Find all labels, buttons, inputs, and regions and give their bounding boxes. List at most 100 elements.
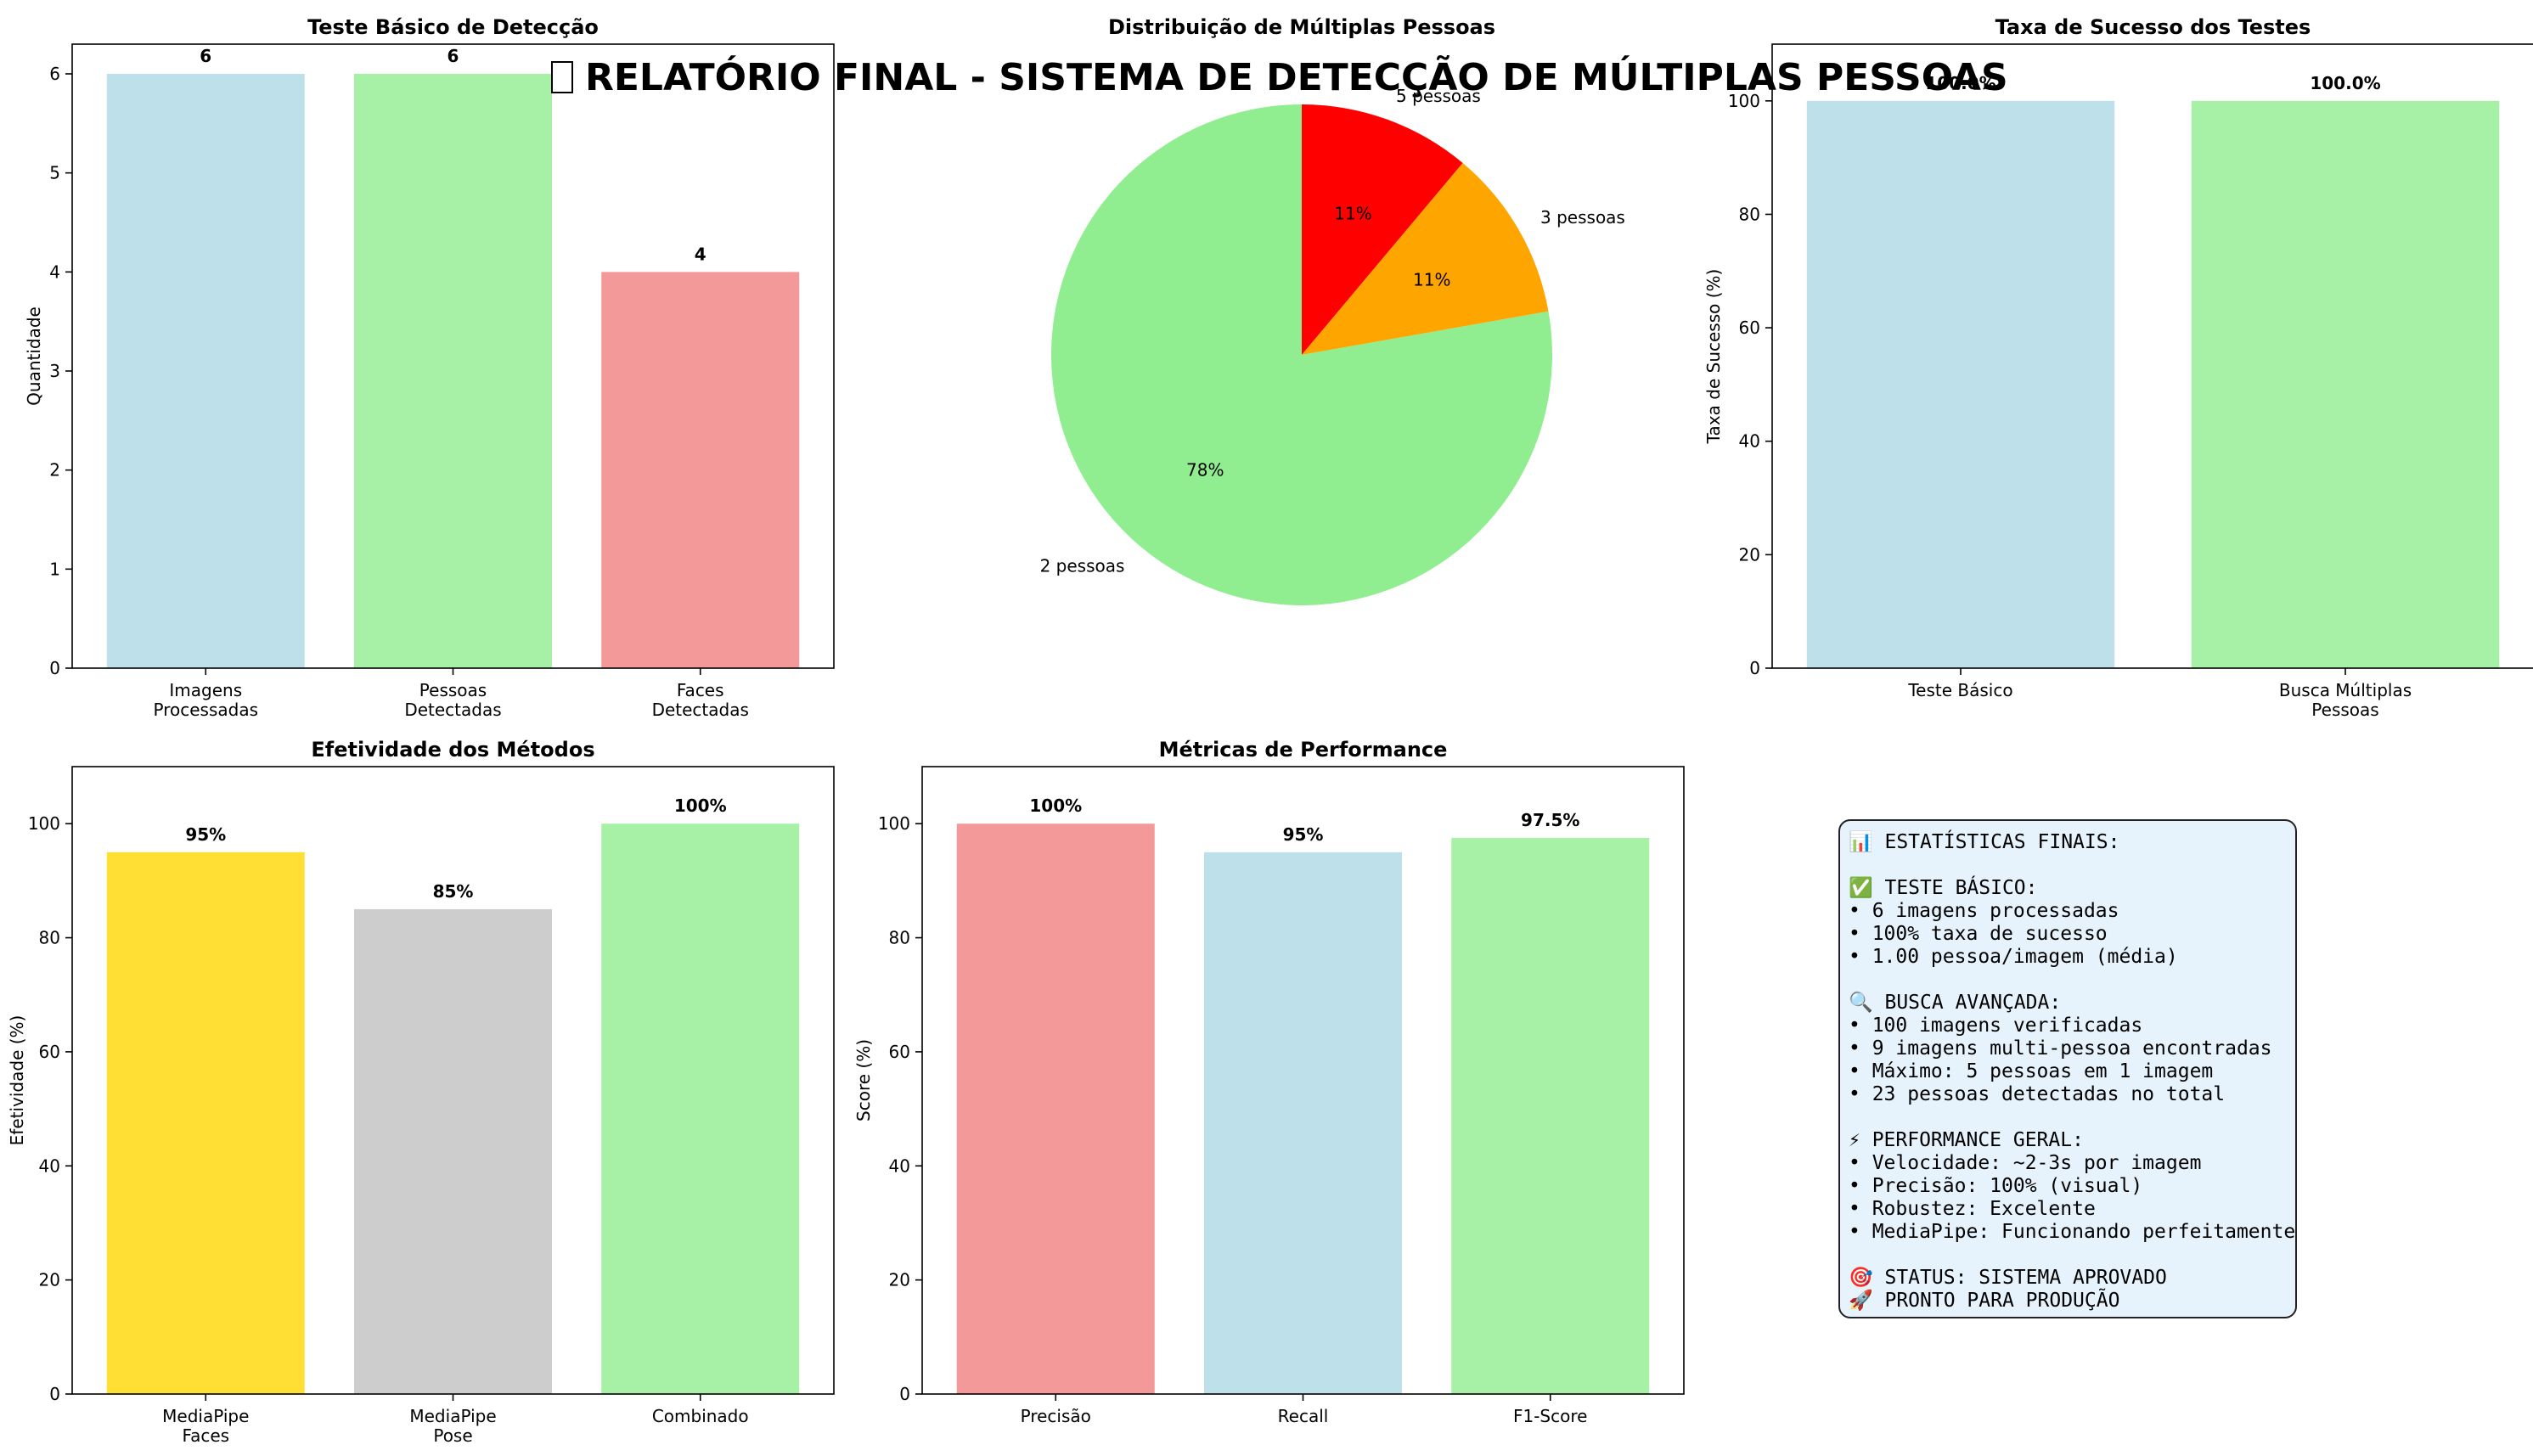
bar-value-label: 97.5%	[1521, 810, 1579, 830]
bar-value-label: 95%	[185, 824, 226, 845]
bar-value-label: 100.0%	[2310, 73, 2380, 93]
stats-line: • 100 imagens verificadas	[1849, 1015, 2143, 1037]
x-tick-label-line: Faces	[677, 680, 724, 700]
chart-sucesso: 100.0% 100.0% 0 20 40 60 80 100 Teste Básico Busc…	[1703, 15, 2533, 720]
x-tick-label: Teste Básico	[1907, 680, 2012, 700]
x-tick-label-line: Pessoas	[419, 680, 487, 700]
x-tick-label-line: Processadas	[154, 700, 259, 720]
y-tick-label: 40	[889, 1155, 910, 1176]
stats-line: • 23 pessoas detectadas no total	[1849, 1083, 2226, 1105]
bar-performance-2	[1451, 837, 1650, 1394]
stats-line: 🎯 STATUS: SISTEMA APROVADO	[1849, 1267, 2167, 1289]
x-tick-label: Imagens Processadas	[154, 680, 259, 720]
pie-label: 3 pessoas	[1540, 207, 1625, 228]
y-tick-label: 5	[49, 163, 60, 183]
x-tick-label: Pessoas Detectadas	[404, 680, 501, 720]
stats-line: ⚡ PERFORMANCE GERAL:	[1849, 1129, 2084, 1151]
pie-label: 2 pessoas	[1040, 556, 1125, 576]
bar-performance-1	[1204, 852, 1402, 1394]
x-tick-label-line: Teste Básico	[1907, 680, 2012, 700]
chart-distribuicao: 5 pessoas 11% 3 pessoas 11% 2 pessoas 78% Dist…	[1040, 15, 1625, 605]
pie-pct-label: 78%	[1186, 460, 1224, 481]
bar-deteccao-0	[106, 74, 305, 668]
stats-line	[1849, 1106, 2295, 1129]
stats-line: • Precisão: 100% (visual)	[1849, 1175, 2143, 1197]
bar-sucesso-0	[1806, 100, 2115, 669]
x-tick-label: MediaPipe Faces	[162, 1406, 249, 1446]
figure-suptitle: RELATÓRIO FINAL - SISTEMA DE DETECÇÃO DE…	[0, 7, 2533, 102]
x-tick-label-line: Pessoas	[2311, 700, 2378, 720]
stats-line	[1849, 969, 2295, 992]
x-tick-label-line: MediaPipe	[409, 1406, 496, 1426]
x-tick-label: MediaPipe Pose	[409, 1406, 496, 1446]
chart-title: Métricas de Performance	[1159, 738, 1448, 762]
x-tick-label-line: Combinado	[652, 1406, 749, 1426]
stats-line: 🚀 PRONTO PARA PRODUÇÃO	[1849, 1290, 2120, 1312]
y-axis-label: Quantidade	[24, 306, 44, 406]
x-tick-label: Faces Detectadas	[652, 680, 749, 720]
x-tick-label: Combinado	[652, 1406, 749, 1426]
chart-title: Taxa de Sucesso dos Testes	[1995, 15, 2311, 39]
bar-value-label: 100%	[1029, 795, 1082, 816]
y-tick-label: 0	[49, 1384, 60, 1404]
chart-icon	[550, 61, 573, 93]
y-tick-label: 60	[39, 1042, 60, 1062]
bar-value-label: 6	[200, 46, 211, 66]
bar-value-label: 95%	[1283, 824, 1324, 845]
y-axis-label: Score (%)	[853, 1039, 874, 1122]
stats-line	[1849, 1244, 2295, 1267]
pie-slice-0	[1302, 104, 1463, 355]
pie-pct-label: 11%	[1413, 270, 1450, 290]
y-tick-label: 60	[1739, 318, 1760, 338]
stats-line: • Robustez: Excelente	[1849, 1198, 2096, 1220]
y-tick-label: 100	[28, 813, 60, 834]
x-tick-label-line: Faces	[182, 1425, 229, 1446]
stats-line: 📊 ESTATÍSTICAS FINAIS:	[1849, 831, 2120, 853]
stats-line: • 100% taxa de sucesso	[1849, 923, 2108, 945]
bar-efetividade-1	[354, 908, 552, 1394]
stats-line: 🔍 BUSCA AVANÇADA:	[1849, 992, 2062, 1014]
y-tick-label: 6	[49, 64, 60, 84]
pie-slice-2	[1051, 104, 1553, 605]
stats-line: • Máximo: 5 pessoas em 1 imagem	[1849, 1060, 2214, 1082]
y-tick-label: 0	[49, 658, 60, 678]
x-tick-label-line: Recall	[1278, 1406, 1329, 1426]
bar-performance-0	[956, 824, 1155, 1394]
chart-title: Distribuição de Múltiplas Pessoas	[1108, 15, 1495, 39]
stats-line: • 6 imagens processadas	[1849, 900, 2119, 922]
x-tick-label-line: MediaPipe	[162, 1406, 249, 1426]
bar-efetividade-2	[601, 824, 800, 1394]
y-axis-label: Taxa de Sucesso (%)	[1703, 269, 1724, 445]
x-tick-label: Recall	[1278, 1406, 1329, 1426]
chart-title: Teste Básico de Detecção	[307, 15, 599, 39]
y-tick-label: 80	[1739, 204, 1760, 224]
y-tick-label: 0	[1749, 658, 1760, 678]
y-tick-label: 80	[39, 928, 60, 948]
bar-value-label: 4	[695, 244, 706, 264]
bar-deteccao-1	[354, 74, 552, 668]
bar-value-label: 100.0%	[1925, 73, 1995, 93]
x-tick-label-line: Detectadas	[404, 700, 501, 720]
stats-box: 📊 ESTATÍSTICAS FINAIS: ✅ TESTE BÁSICO: • 6…	[1838, 819, 2297, 1318]
y-tick-label: 20	[889, 1270, 910, 1290]
y-tick-label: 3	[49, 361, 60, 381]
chart-title: Efetividade dos Métodos	[311, 738, 594, 762]
y-tick-label: 1	[49, 559, 60, 579]
x-tick-label-line: Imagens	[169, 680, 242, 700]
x-tick-label-line: Detectadas	[652, 700, 749, 720]
pie-label: 5 pessoas	[1396, 86, 1481, 106]
axes-frame	[1771, 43, 2533, 669]
x-tick-label: F1-Score	[1513, 1406, 1587, 1426]
stats-line: • Velocidade: ~2-3s por imagem	[1849, 1152, 2202, 1174]
bar-sucesso-1	[2191, 100, 2500, 669]
pie-slice-1	[1302, 163, 1549, 355]
bar-value-label: 85%	[433, 881, 474, 902]
y-tick-label: 0	[899, 1384, 910, 1404]
y-tick-label: 100	[878, 813, 910, 834]
bar-value-label: 6	[447, 46, 459, 66]
y-tick-label: 40	[39, 1155, 60, 1176]
x-tick-label: Busca Múltiplas Pessoas	[2279, 680, 2412, 720]
